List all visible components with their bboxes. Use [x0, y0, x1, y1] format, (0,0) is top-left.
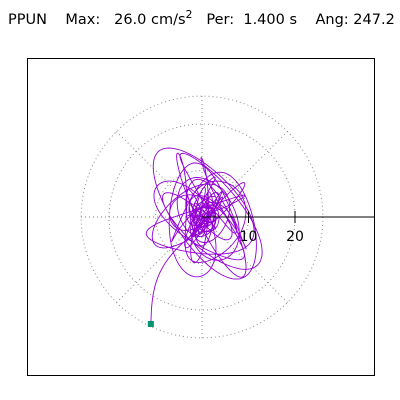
angle-label: Ang: — [315, 12, 349, 28]
radial-tick-label-20: 20 — [286, 229, 304, 245]
plot-frame: 10 20 — [27, 58, 375, 376]
angle-value: 247.2 — [353, 12, 395, 28]
period-label: Per: — [206, 12, 235, 28]
period-value: 1.400 s — [243, 12, 298, 28]
unit-exponent: 2 — [185, 8, 193, 21]
trace-path — [145, 147, 263, 324]
radial-tick-label-10: 10 — [240, 229, 258, 245]
grid-spoke-135 — [116, 131, 203, 218]
end-marker — [147, 320, 154, 327]
radial-axis — [202, 211, 374, 223]
unit-label: cm/s — [151, 12, 186, 28]
end-marker-square — [147, 320, 154, 327]
max-value: 26.0 — [114, 12, 147, 28]
grid-spoke-315 — [201, 216, 288, 303]
radial-tick-labels: 10 20 — [240, 229, 304, 245]
particle-motion-trace — [145, 147, 263, 324]
station-label: PPUN — [8, 12, 47, 28]
max-label: Max: — [65, 12, 101, 28]
polar-plot: 10 20 — [80, 95, 374, 339]
plot-header: PPUN Max: 26.0 cm/s2 Per: 1.400 s Ang: 2… — [8, 8, 395, 36]
